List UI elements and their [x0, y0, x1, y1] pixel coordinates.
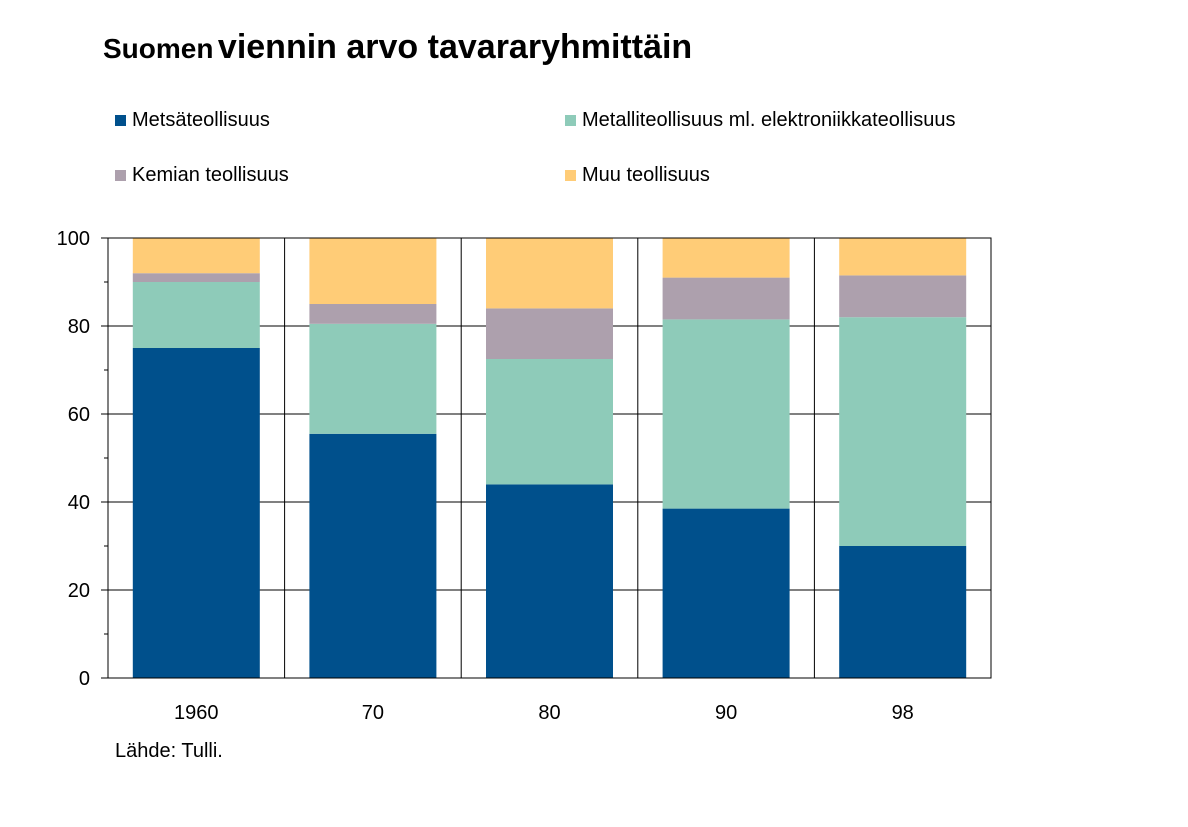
bar-segment — [662, 508, 790, 678]
legend-item-kemian-teollisuus: Kemian teollisuus — [115, 164, 289, 187]
bar-segment — [132, 348, 260, 678]
y-tick-label: 80 — [68, 316, 90, 338]
y-tick-label: 0 — [79, 668, 90, 690]
bar-segment — [662, 238, 790, 278]
bar-segment — [486, 359, 613, 485]
bar-segment — [839, 317, 967, 546]
x-tick-label: 90 — [715, 702, 737, 724]
x-tick-label: 1960 — [174, 702, 219, 724]
legend-label: Kemian teollisuus — [132, 164, 289, 186]
bar-segment — [839, 275, 967, 318]
bar-segment — [309, 304, 437, 324]
bar-segment — [132, 282, 260, 348]
legend-item-metalliteollisuus: Metalliteollisuus ml. elektroniikkateoll… — [565, 109, 956, 132]
chart-title-main: viennin arvo tavararyhmittäin — [217, 28, 693, 66]
bar-segment — [662, 277, 790, 320]
bar-segment — [309, 433, 437, 678]
bar-segment — [132, 238, 260, 274]
y-tick-label: 20 — [68, 580, 90, 602]
bar-segment — [309, 323, 437, 434]
legend-label: Metalliteollisuus ml. elektroniikkateoll… — [582, 109, 956, 131]
chart-title: Suomen viennin arvo tavararyhmittäin — [103, 28, 692, 67]
y-tick-label: 100 — [57, 228, 90, 250]
legend-label: Metsäteollisuus — [132, 109, 270, 131]
x-tick-label: 80 — [538, 702, 560, 724]
legend-swatch — [115, 115, 126, 126]
bar-segment — [662, 319, 790, 509]
bar-segment — [486, 308, 613, 359]
bar-segment — [309, 238, 437, 304]
y-tick-label: 40 — [68, 492, 90, 514]
bar-segment — [486, 238, 613, 309]
bar-segment — [839, 546, 967, 678]
legend-label: Muu teollisuus — [582, 164, 710, 186]
legend-swatch — [565, 115, 576, 126]
legend-swatch — [565, 170, 576, 181]
chart-title-prefix: Suomen — [103, 33, 214, 64]
bar-segment — [132, 273, 260, 282]
source-note: Lähde: Tulli. — [115, 740, 223, 762]
y-tick-label: 60 — [68, 404, 90, 426]
legend-swatch — [115, 170, 126, 181]
legend-item-metsateollisuus: Metsäteollisuus — [115, 109, 270, 132]
x-tick-label: 70 — [362, 702, 384, 724]
bar-segment — [486, 484, 613, 678]
legend-item-muu-teollisuus: Muu teollisuus — [565, 164, 710, 187]
bar-segment — [839, 238, 967, 276]
x-tick-label: 98 — [892, 702, 914, 724]
